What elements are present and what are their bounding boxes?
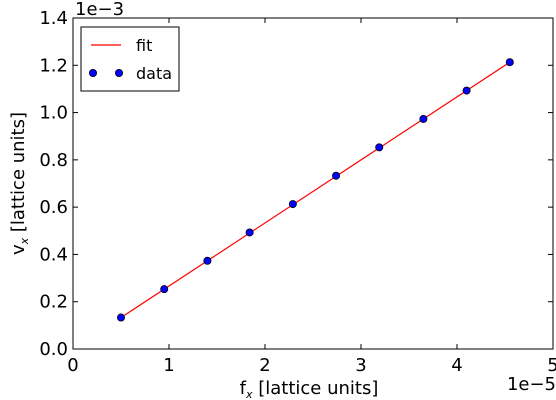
y-offset-label: 1e−3 xyxy=(75,0,124,20)
legend-data-marker xyxy=(89,69,98,78)
data-point xyxy=(117,313,126,322)
y-tick-label: 0.0 xyxy=(39,339,68,360)
data-point xyxy=(462,86,471,95)
x-tick-label: 0 xyxy=(67,355,78,376)
y-tick-label: 0.4 xyxy=(39,244,68,265)
data-point xyxy=(419,114,428,123)
legend-label: data xyxy=(136,64,172,83)
x-axis-label: fx [lattice units] xyxy=(240,378,379,400)
data-point xyxy=(505,58,514,67)
y-tick-label: 0.8 xyxy=(39,150,68,171)
x-tick-label: 2 xyxy=(259,355,270,376)
x-tick-label: 1 xyxy=(163,355,174,376)
plot-frame xyxy=(72,17,554,350)
legend: fit data xyxy=(80,26,180,92)
data-point xyxy=(245,228,254,237)
legend-box xyxy=(80,26,180,92)
data-point xyxy=(288,200,297,209)
y-tick-label: 1.4 xyxy=(39,8,68,29)
x-tick-label: 4 xyxy=(451,355,462,376)
data-point xyxy=(375,143,384,152)
y-tick-label: 1.2 xyxy=(39,55,68,76)
data-point xyxy=(203,256,212,265)
x-tick-label: 3 xyxy=(355,355,366,376)
x-tick-label: 5 xyxy=(547,355,556,376)
y-tick-label: 0.2 xyxy=(39,292,68,313)
plot-area xyxy=(117,58,514,322)
y-tick-label: 1.0 xyxy=(39,103,68,124)
y-tick-label: 0.6 xyxy=(39,197,68,218)
data-point xyxy=(332,171,341,180)
axes: 0 1 2 3 4 5 0.0 0.2 0.4 0.6 0.8 1.0 1.2 1.4 1e−3 1e−5 fx… xyxy=(8,0,556,400)
data-point xyxy=(160,285,169,294)
legend-data-marker xyxy=(115,69,124,78)
fit-line xyxy=(120,61,511,319)
x-offset-label: 1e−5 xyxy=(507,374,556,395)
y-axis-label: vx [lattice units] xyxy=(8,112,31,255)
legend-label: fit xyxy=(136,36,152,55)
